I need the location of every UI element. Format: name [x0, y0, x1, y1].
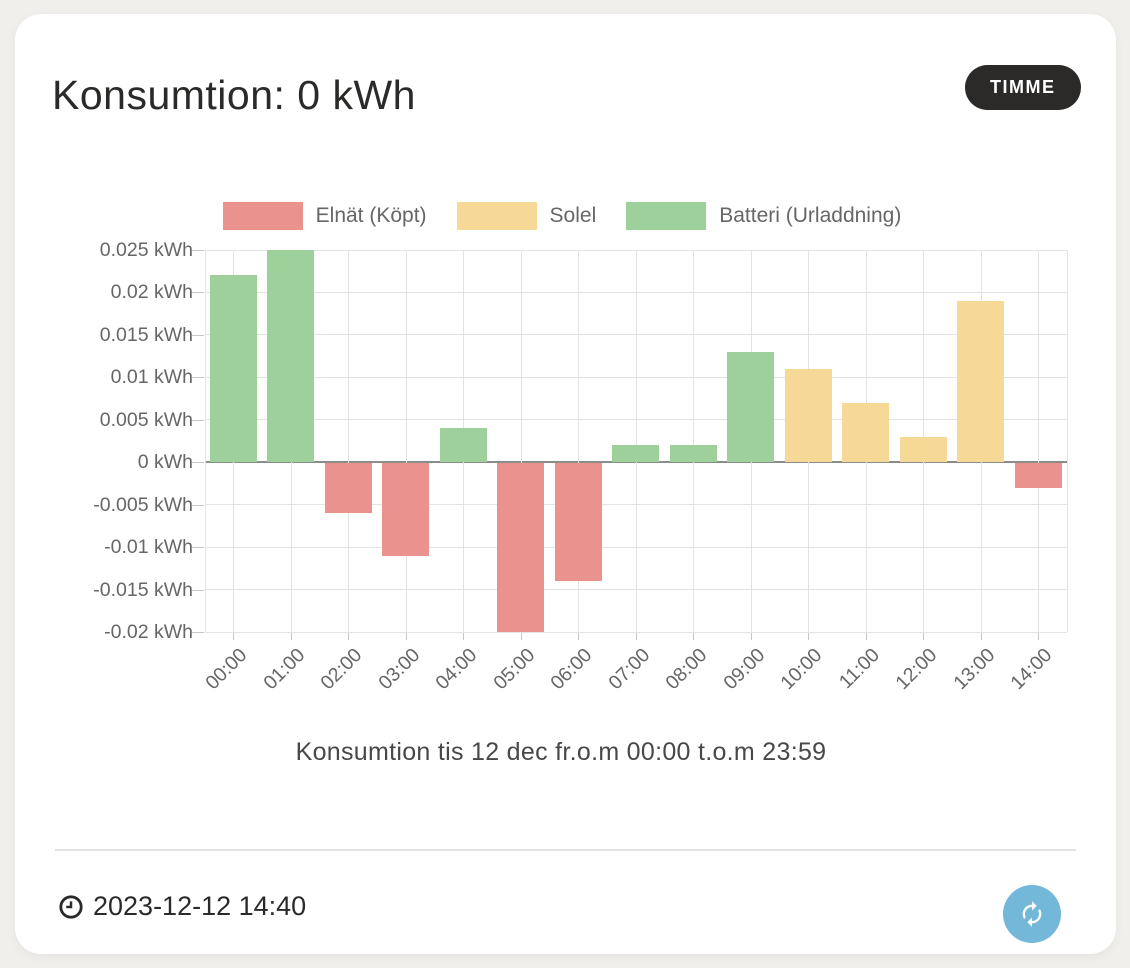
- y-axis-tick: [192, 462, 204, 464]
- y-axis-tick: [192, 632, 204, 633]
- legend-item[interactable]: Elnät (Köpt): [222, 202, 427, 230]
- y-tick-label: 0.015 kWh: [99, 323, 193, 346]
- y-axis-tick: [192, 589, 204, 591]
- divider: [55, 849, 1076, 851]
- y-tick-label: 0.01 kWh: [110, 366, 193, 389]
- bar-10:00[interactable]: [784, 368, 832, 463]
- page-title: Konsumtion: 0 kWh: [52, 72, 416, 118]
- y-tick-label: -0.02 kWh: [104, 621, 193, 643]
- gridline: [578, 250, 580, 632]
- legend-swatch: [222, 202, 303, 230]
- x-tick-label: 02:00: [316, 644, 367, 695]
- x-tick-label: 12:00: [891, 644, 942, 695]
- legend-item[interactable]: Solel: [456, 202, 597, 230]
- x-axis-tick: [808, 633, 810, 640]
- bar-00:00[interactable]: [209, 275, 257, 463]
- x-tick-label: 09:00: [719, 644, 770, 695]
- gridline: [204, 631, 1067, 633]
- x-tick-label: 00:00: [201, 644, 252, 695]
- legend-label: Solel: [549, 204, 597, 227]
- y-tick-label: -0.005 kWh: [93, 493, 193, 516]
- x-axis-tick: [923, 633, 925, 640]
- x-axis-tick: [348, 633, 350, 640]
- x-axis-tick: [980, 633, 982, 640]
- x-axis-tick: [693, 633, 695, 640]
- gridline: [1067, 250, 1068, 632]
- gridline: [693, 250, 695, 632]
- x-axis-tick: [1038, 633, 1040, 640]
- y-axis-tick: [192, 334, 204, 336]
- x-tick-label: 03:00: [374, 644, 425, 695]
- bar-11:00[interactable]: [842, 402, 890, 463]
- x-tick-label: 07:00: [604, 644, 655, 695]
- bar-09:00[interactable]: [727, 351, 775, 463]
- x-tick-label: 05:00: [489, 644, 540, 695]
- refresh-icon: [1018, 900, 1046, 928]
- y-tick-label: 0 kWh: [137, 451, 193, 474]
- y-axis-tick: [192, 419, 204, 421]
- legend-label: Elnät (Köpt): [315, 204, 427, 227]
- x-tick-label: 10:00: [776, 644, 827, 695]
- legend-label: Batteri (Urladdning): [719, 204, 902, 227]
- x-axis-tick: [233, 633, 235, 640]
- x-tick-label: 11:00: [835, 644, 885, 694]
- gridline: [204, 250, 206, 632]
- x-axis-tick: [578, 633, 580, 640]
- last-updated: 2023-12-12 14:40: [58, 891, 306, 922]
- x-axis-tick: [750, 633, 752, 640]
- legend-swatch: [456, 202, 537, 230]
- x-axis-tick: [463, 633, 465, 640]
- gridline: [635, 250, 637, 632]
- y-axis-tick: [192, 504, 204, 506]
- x-tick-label: 14:00: [1006, 644, 1057, 695]
- x-tick-label: 08:00: [661, 644, 712, 695]
- bar-04:00[interactable]: [439, 428, 487, 463]
- x-axis-tick: [520, 633, 522, 640]
- bar-13:00[interactable]: [957, 300, 1005, 463]
- bar-01:00[interactable]: [267, 250, 315, 463]
- x-axis-tick: [635, 633, 637, 640]
- y-axis-tick: [192, 250, 204, 251]
- clock-icon: [58, 894, 84, 920]
- y-tick-label: 0.025 kWh: [99, 239, 193, 261]
- consumption-card: Konsumtion: 0 kWh TIMME Elnät (Köpt) Sole…: [15, 14, 1116, 954]
- x-axis-tick: [290, 633, 292, 640]
- x-axis-tick: [865, 633, 867, 640]
- bar-07:00[interactable]: [612, 445, 660, 463]
- gridline: [1038, 250, 1040, 632]
- chart-legend: Elnät (Köpt) Solel Batteri (Urladdning): [15, 202, 1109, 230]
- y-tick-label: 0.02 kWh: [110, 281, 193, 304]
- chart-caption: Konsumtion tis 12 dec fr.o.m 00:00 t.o.m…: [295, 738, 827, 766]
- bar-14:00[interactable]: [1014, 463, 1062, 488]
- timme-period-button[interactable]: TIMME: [965, 65, 1081, 110]
- x-tick-label: 13:00: [949, 644, 1000, 695]
- x-axis-tick: [405, 633, 407, 640]
- gridline: [405, 250, 407, 632]
- y-axis-tick: [192, 292, 204, 294]
- y-tick-label: 0.005 kWh: [99, 408, 193, 431]
- bar-08:00[interactable]: [669, 445, 717, 463]
- refresh-button[interactable]: [1003, 885, 1061, 943]
- y-axis-tick: [192, 547, 204, 549]
- bar-03:00[interactable]: [382, 463, 430, 556]
- consumption-bar-chart: Elnät (Köpt) Solel Batteri (Urladdning) 0.0…: [15, 14, 1116, 954]
- legend-item[interactable]: Batteri (Urladdning): [626, 202, 901, 230]
- bar-06:00[interactable]: [554, 463, 602, 582]
- y-axis-tick: [192, 377, 204, 379]
- bar-05:00[interactable]: [497, 463, 545, 632]
- last-updated-text: 2023-12-12 14:40: [93, 891, 307, 921]
- gridline: [520, 250, 522, 632]
- bar-12:00[interactable]: [899, 436, 947, 463]
- x-tick-label: 01:00: [259, 644, 310, 695]
- bar-02:00[interactable]: [324, 463, 372, 514]
- x-tick-label: 06:00: [546, 644, 597, 695]
- y-tick-label: -0.01 kWh: [104, 536, 193, 559]
- legend-swatch: [626, 202, 707, 230]
- gridline: [348, 250, 350, 632]
- y-tick-label: -0.015 kWh: [93, 578, 193, 601]
- x-tick-label: 04:00: [431, 644, 482, 695]
